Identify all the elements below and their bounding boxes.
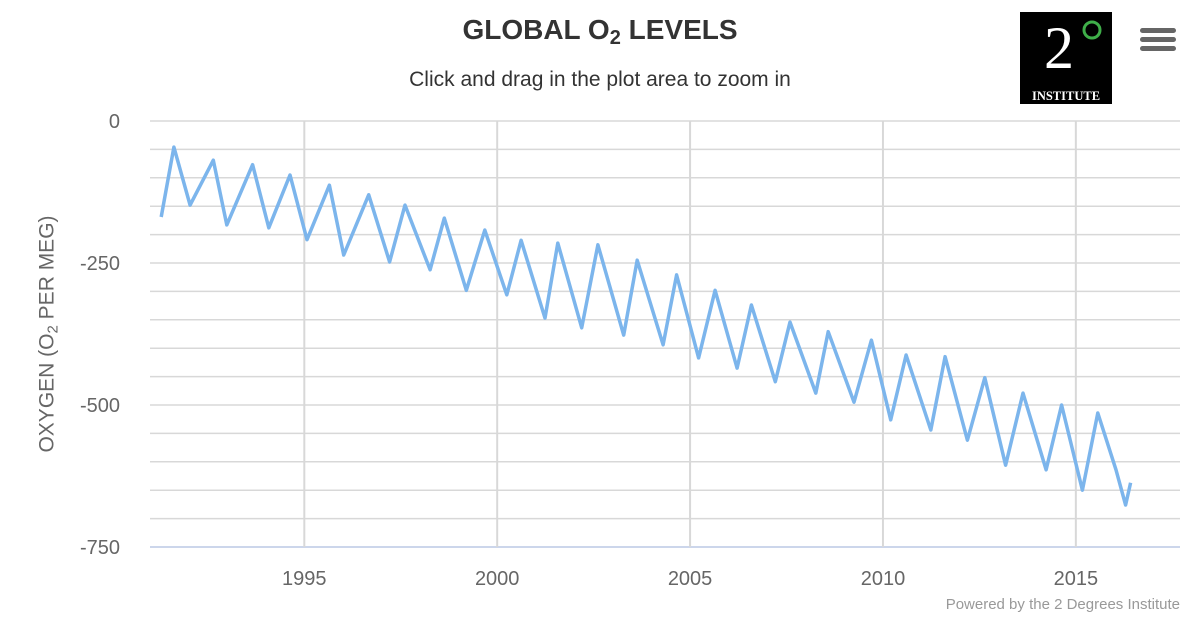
credit-link[interactable]: Powered by the 2 Degrees Institute (945, 596, 1180, 613)
y-axis-title-text: OXYGEN (O (35, 333, 59, 453)
logo-text: INSTITUTE (1032, 89, 1100, 103)
title-subscript: 2 (609, 27, 621, 49)
hamburger-menu-icon[interactable] (1140, 28, 1176, 58)
x-tick-label: 2015 (1054, 568, 1099, 590)
y-tick-label: -750 (80, 537, 120, 559)
logo-degree-ring (1082, 20, 1102, 40)
logo-digit: 2 (1044, 15, 1074, 81)
title-text-rest: LEVELS (620, 14, 738, 45)
y-axis: 0 -250 -500 -750 (80, 111, 120, 559)
y-tick-label: -500 (80, 395, 120, 417)
title-text: GLOBAL O (462, 14, 610, 45)
series-line (159, 145, 1133, 507)
logo-graphic: 2 INSTITUTE (1032, 15, 1102, 103)
y-tick-label: 0 (109, 111, 120, 133)
x-tick-label: 2010 (861, 568, 906, 590)
chart-title: GLOBAL O2 LEVELS (0, 14, 1200, 48)
chart-subtitle: Click and drag in the plot area to zoom … (409, 68, 791, 91)
y-axis-title: OXYGEN (O2 PER MEG) (35, 215, 62, 453)
x-tick-label: 2000 (475, 568, 520, 590)
y-axis-title-text-rest: PER MEG) (35, 215, 59, 326)
y-tick-label: -250 (80, 253, 120, 275)
x-axis: 1995 2000 2005 2010 2015 (282, 568, 1098, 590)
x-tick-label: 1995 (282, 568, 327, 590)
y-axis-title-subscript: 2 (44, 325, 62, 334)
x-tick-label: 2005 (668, 568, 713, 590)
institute-logo: 2 INSTITUTE (1020, 12, 1112, 104)
grid-lines (150, 120, 1180, 548)
